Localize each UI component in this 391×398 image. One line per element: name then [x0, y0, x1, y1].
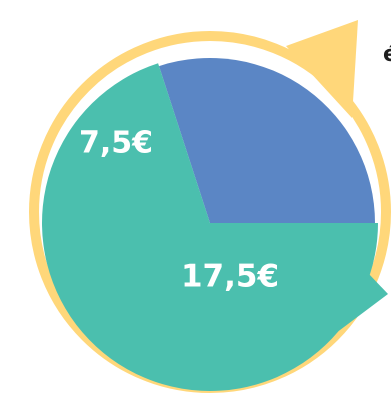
data-label-2: 17,5€ [181, 259, 279, 295]
slices-layer [42, 58, 389, 391]
pie-slice-1 [159, 58, 375, 224]
pie-slice-2 [42, 63, 389, 391]
labels-layer: 7,5€ 17,5€ [79, 126, 279, 295]
ring-tail [286, 20, 358, 118]
corner-text: é [383, 42, 391, 67]
data-label-1: 7,5€ [79, 126, 153, 161]
